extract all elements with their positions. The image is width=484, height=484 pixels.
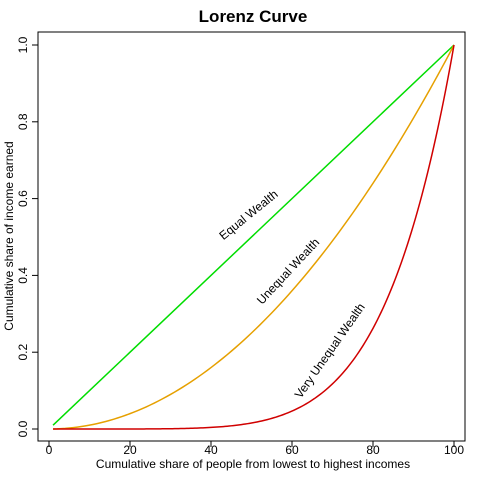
x-axis: 0 20 40 60 80 100 (46, 440, 464, 457)
y-tick-label: 0.6 (16, 190, 30, 207)
x-tick-label: 20 (123, 443, 137, 457)
x-tick-label: 60 (285, 443, 299, 457)
y-tick-label: 0.0 (16, 420, 30, 437)
series-line-0 (52, 44, 455, 426)
y-tick-label: 0.2 (16, 344, 30, 361)
x-tick-label: 0 (46, 443, 53, 457)
chart-title: Lorenz Curve (199, 7, 308, 26)
curve-label-0: Equal Wealth (216, 187, 280, 243)
y-tick-label: 0.4 (16, 267, 30, 284)
series-line-2 (53, 44, 455, 430)
x-tick-label: 40 (204, 443, 218, 457)
y-tick-label: 0.8 (16, 113, 30, 130)
y-axis: 0.0 0.2 0.4 0.6 0.8 1.0 (16, 36, 39, 437)
y-axis-label: Cumulative share of income earned (2, 141, 16, 330)
y-tick-label: 1.0 (16, 36, 30, 53)
curve-label-1: Unequal Wealth (254, 235, 322, 307)
x-tick-label: 100 (444, 443, 464, 457)
series-line-1 (53, 44, 455, 430)
x-tick-label: 80 (366, 443, 380, 457)
x-axis-label: Cumulative share of people from lowest t… (96, 457, 410, 471)
series-layer (52, 44, 455, 430)
